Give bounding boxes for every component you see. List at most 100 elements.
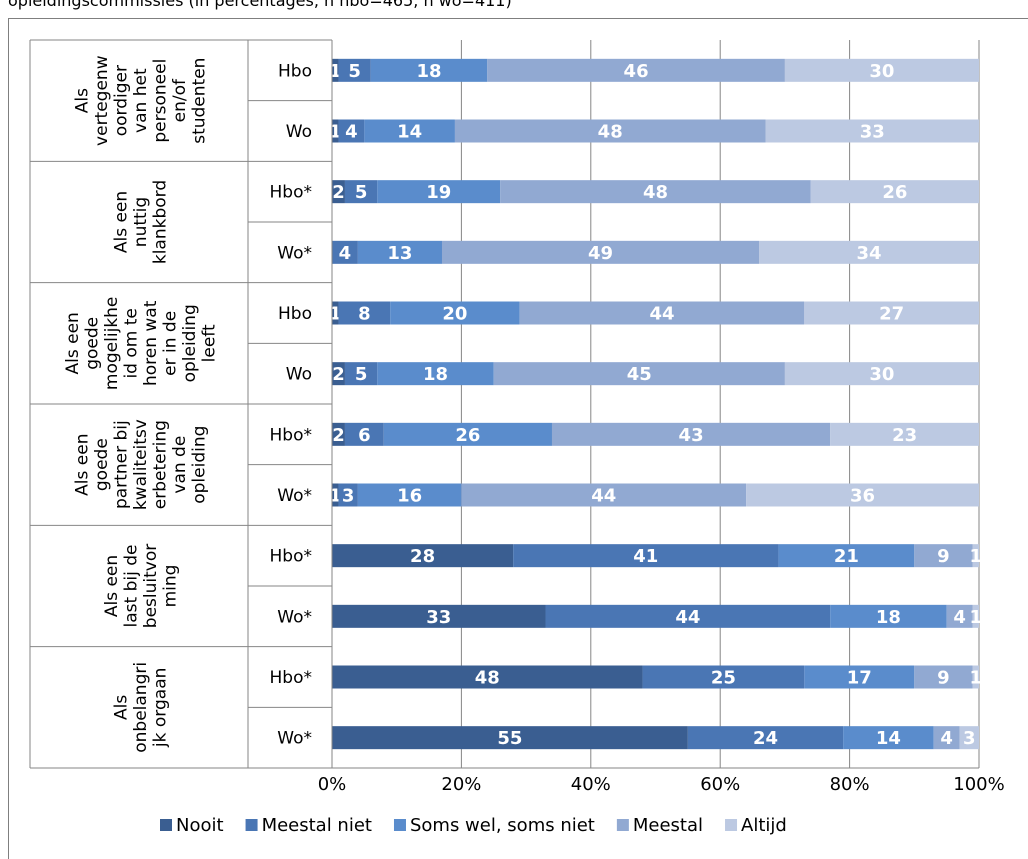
bar-segment bbox=[332, 544, 514, 568]
legend-swatch bbox=[616, 819, 629, 831]
data-label: 49 bbox=[588, 243, 613, 264]
x-tick-label: 40% bbox=[571, 774, 611, 795]
row-label: Wo* bbox=[277, 729, 312, 749]
bar-segment bbox=[377, 180, 501, 204]
data-label: 44 bbox=[649, 304, 674, 325]
bar-segment bbox=[461, 483, 747, 507]
bar-segment bbox=[487, 58, 785, 82]
row-label: Hbo* bbox=[270, 425, 312, 445]
data-label: 55 bbox=[497, 728, 522, 749]
legend-label: Meestal bbox=[633, 815, 703, 836]
row-label: Wo* bbox=[277, 607, 312, 627]
bar-segment bbox=[972, 665, 979, 689]
bar-segment bbox=[332, 58, 339, 82]
legend-label: Soms wel, soms niet bbox=[410, 815, 595, 836]
data-label: 2 bbox=[332, 182, 345, 203]
data-label: 26 bbox=[455, 425, 480, 446]
bar-segment bbox=[364, 119, 455, 143]
data-label: 8 bbox=[358, 304, 371, 325]
bar-segment bbox=[914, 665, 973, 689]
bar-segment bbox=[765, 119, 979, 143]
data-label: 44 bbox=[675, 607, 700, 628]
bar-segment bbox=[344, 362, 378, 386]
bar-segment bbox=[519, 301, 805, 325]
bar-segment bbox=[830, 422, 979, 446]
data-label: 19 bbox=[426, 182, 451, 203]
data-label: 24 bbox=[753, 728, 778, 749]
row-label: Wo bbox=[286, 122, 312, 142]
x-tick-label: 100% bbox=[953, 774, 1004, 795]
x-tick-label: 80% bbox=[830, 774, 870, 795]
data-label: 2 bbox=[332, 425, 345, 446]
data-label: 48 bbox=[643, 182, 668, 203]
data-label: 1 bbox=[969, 668, 982, 689]
bar-segment bbox=[784, 362, 979, 386]
data-label: 17 bbox=[847, 668, 872, 689]
bar-segment bbox=[759, 240, 979, 264]
data-label: 48 bbox=[475, 668, 500, 689]
data-label: 36 bbox=[850, 486, 875, 507]
bar-segment bbox=[390, 301, 520, 325]
x-tick-label: 20% bbox=[441, 774, 481, 795]
legend-label: Altijd bbox=[741, 815, 787, 836]
data-label: 4 bbox=[345, 122, 358, 143]
bar-segment bbox=[914, 544, 973, 568]
data-label: 2 bbox=[332, 364, 345, 385]
bar-segment bbox=[377, 362, 494, 386]
data-label: 9 bbox=[937, 668, 950, 689]
group-label: Alsvertegenwoordigervan hetpersoneelen/o… bbox=[73, 55, 210, 146]
data-label: 3 bbox=[963, 728, 976, 749]
legend-swatch bbox=[160, 819, 172, 831]
bar-segment bbox=[493, 362, 785, 386]
data-label: 26 bbox=[882, 182, 907, 203]
bar-segment bbox=[454, 119, 766, 143]
data-label: 33 bbox=[860, 122, 885, 143]
bar-segment bbox=[338, 483, 358, 507]
group-label: Als eengoedepartner bijkwaliteitsverbete… bbox=[73, 419, 210, 510]
row-label: Hbo* bbox=[270, 668, 312, 688]
data-label: 1 bbox=[969, 607, 982, 628]
group-label: Als eenlast bij debesluitvorming bbox=[102, 544, 181, 628]
x-tick-label: 60% bbox=[700, 774, 740, 795]
data-label: 21 bbox=[834, 546, 859, 567]
data-label: 4 bbox=[953, 607, 966, 628]
bar-segment bbox=[338, 301, 391, 325]
bar-segment bbox=[357, 240, 442, 264]
bar-segment bbox=[687, 726, 844, 750]
bar-segment bbox=[810, 180, 979, 204]
legend-swatch bbox=[245, 819, 258, 831]
data-label: 30 bbox=[869, 364, 894, 385]
legend-swatch bbox=[393, 819, 406, 831]
data-label: 23 bbox=[892, 425, 917, 446]
bar-segment bbox=[332, 483, 339, 507]
bar-segment bbox=[332, 240, 358, 264]
bar-segment bbox=[370, 58, 488, 82]
group-label: Als eennuttigklankbord bbox=[112, 180, 171, 264]
bar-segment bbox=[784, 58, 979, 82]
data-label: 14 bbox=[876, 728, 901, 749]
data-label: 9 bbox=[937, 546, 950, 567]
data-label: 16 bbox=[397, 486, 422, 507]
data-label: 41 bbox=[633, 546, 658, 567]
bar-segment bbox=[972, 544, 979, 568]
bar-segment bbox=[344, 180, 378, 204]
group-label: Alsonbelangrijk orgaan bbox=[112, 662, 171, 753]
bar-segment bbox=[357, 483, 462, 507]
bar-segment bbox=[545, 604, 831, 628]
bar-segment bbox=[332, 301, 339, 325]
data-label: 6 bbox=[358, 425, 371, 446]
data-label: 27 bbox=[879, 304, 904, 325]
bar-segment bbox=[746, 483, 979, 507]
bar-segment bbox=[338, 119, 365, 143]
group-label: Als eengoedemogelijkheid om tehoren wate… bbox=[63, 297, 220, 390]
bar-segment bbox=[551, 422, 831, 446]
bar-segment bbox=[830, 604, 947, 628]
data-label: 33 bbox=[426, 607, 451, 628]
data-label: 34 bbox=[856, 243, 881, 264]
bar-segment bbox=[959, 726, 979, 750]
chart-frame bbox=[8, 18, 1028, 859]
bar-segment bbox=[946, 604, 973, 628]
data-label: 44 bbox=[591, 486, 616, 507]
bar-segment bbox=[843, 726, 934, 750]
